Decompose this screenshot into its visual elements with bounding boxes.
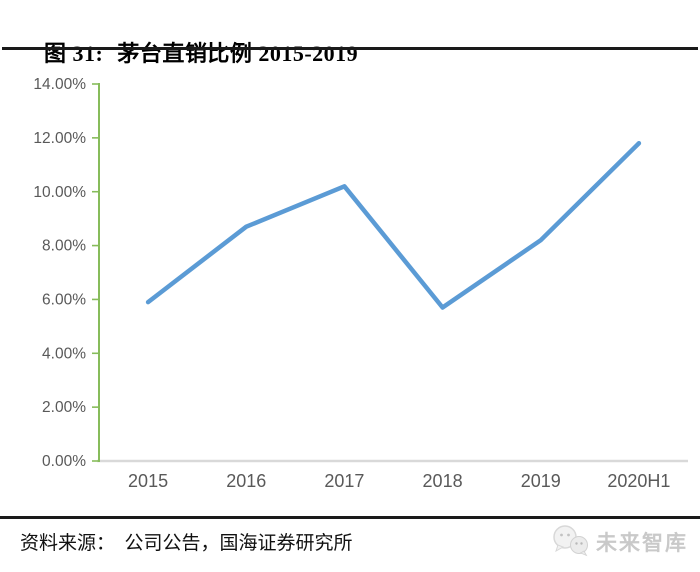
y-tick-label: 14.00%	[33, 76, 86, 93]
brand-name: 未来智库	[596, 532, 688, 555]
y-tick-label: 10.00%	[33, 184, 86, 201]
y-tick-label: 4.00%	[42, 345, 86, 362]
y-tick-label: 6.00%	[42, 292, 86, 309]
x-tick-label: 2020H1	[607, 471, 670, 491]
figure-title-text: 茅台直销比例 2015-2019	[117, 41, 359, 66]
footer-divider	[0, 516, 700, 519]
chat-bubbles-icon	[553, 525, 588, 557]
brand-watermark: 未来智库	[551, 524, 688, 560]
y-tick-label: 8.00%	[42, 238, 86, 255]
x-tick-label: 2018	[423, 471, 463, 491]
y-tick-label: 2.00%	[42, 399, 86, 416]
source-note: 资料来源： 公司公告，国海证券研究所	[20, 533, 353, 554]
x-tick-label: 2016	[226, 471, 266, 491]
y-tick-label: 12.00%	[33, 130, 86, 147]
title-divider	[2, 47, 698, 50]
x-tick-label: 2015	[128, 471, 168, 491]
chart-title: 图 31: 茅台直销比例 2015-2019	[20, 10, 358, 94]
x-tick-label: 2017	[324, 471, 364, 491]
x-tick-label: 2019	[521, 471, 561, 491]
data-series-line	[145, 140, 642, 310]
y-tick-label: 0.00%	[42, 453, 86, 470]
